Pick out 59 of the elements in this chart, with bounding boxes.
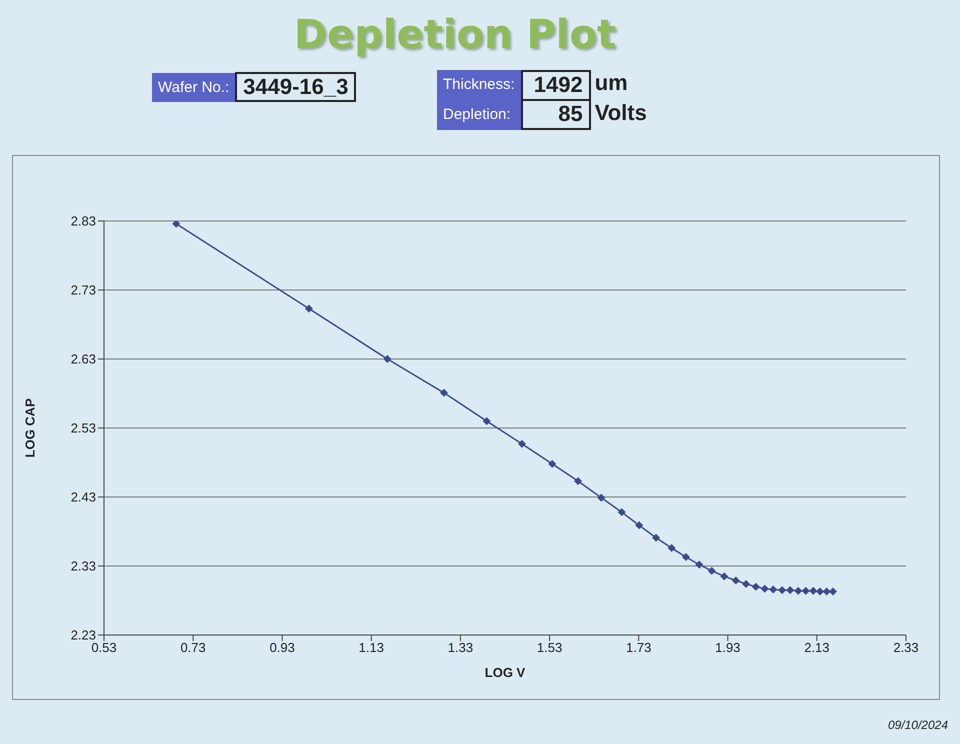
point	[742, 580, 750, 588]
x-axis-title: LOG V	[484, 665, 526, 680]
point	[618, 508, 626, 516]
x-tick-label: 1.73	[626, 640, 652, 656]
y-tick-label: 2.73	[70, 282, 96, 298]
point	[695, 560, 704, 569]
y-axis-title: LOG CAP	[22, 398, 38, 458]
x-tick-label: 1.53	[536, 640, 562, 656]
point	[760, 584, 769, 593]
point	[794, 586, 802, 595]
text: um	[594, 70, 629, 97]
point	[440, 388, 448, 397]
x-tick-label: 1.13	[358, 640, 384, 656]
y-tick-label: 2.43	[70, 490, 96, 505]
point	[635, 521, 644, 530]
text: 3449-16_3	[235, 72, 356, 102]
text: Wafer No.:	[152, 72, 236, 102]
point	[809, 586, 818, 595]
y-tick-label: 2.83	[70, 214, 96, 229]
text: Volts	[594, 100, 647, 127]
point	[668, 544, 676, 552]
point	[720, 572, 728, 580]
point	[816, 588, 824, 596]
y-tick-label: 2.53	[70, 420, 96, 436]
point	[682, 553, 690, 562]
point	[518, 440, 526, 448]
point	[752, 582, 760, 591]
y-tick-label: 2.33	[70, 558, 96, 574]
x-tick-label: 1.93	[715, 640, 740, 656]
x-tick-label: 0.53	[91, 640, 117, 656]
y-tick-label: 2.63	[70, 352, 96, 367]
point	[778, 586, 786, 594]
point	[597, 494, 606, 502]
x-tick-label: 0.73	[180, 640, 206, 656]
text: Depletion:	[437, 100, 521, 130]
text: Thickness:	[437, 70, 521, 100]
point	[482, 417, 491, 426]
y-tick-label: 2.23	[70, 628, 96, 643]
chart-title: Depletion Plot	[292, 12, 618, 58]
point	[828, 588, 837, 596]
point	[548, 460, 556, 468]
point	[786, 586, 794, 594]
text: 09/10/2024	[888, 718, 948, 732]
x-tick-label: 2.13	[804, 640, 830, 656]
point	[769, 585, 778, 594]
x-tick-label: 0.93	[270, 640, 295, 656]
x-tick-label: 1.33	[448, 640, 474, 656]
point	[652, 534, 660, 542]
text: 85	[520, 100, 591, 130]
point	[383, 355, 392, 363]
point	[708, 566, 716, 575]
x-tick-label: 2.33	[893, 640, 919, 656]
point	[802, 586, 810, 595]
text: 1492	[520, 70, 591, 100]
point	[304, 304, 313, 313]
point	[574, 477, 582, 486]
point	[822, 588, 831, 596]
point	[732, 576, 740, 584]
point	[172, 221, 180, 228]
